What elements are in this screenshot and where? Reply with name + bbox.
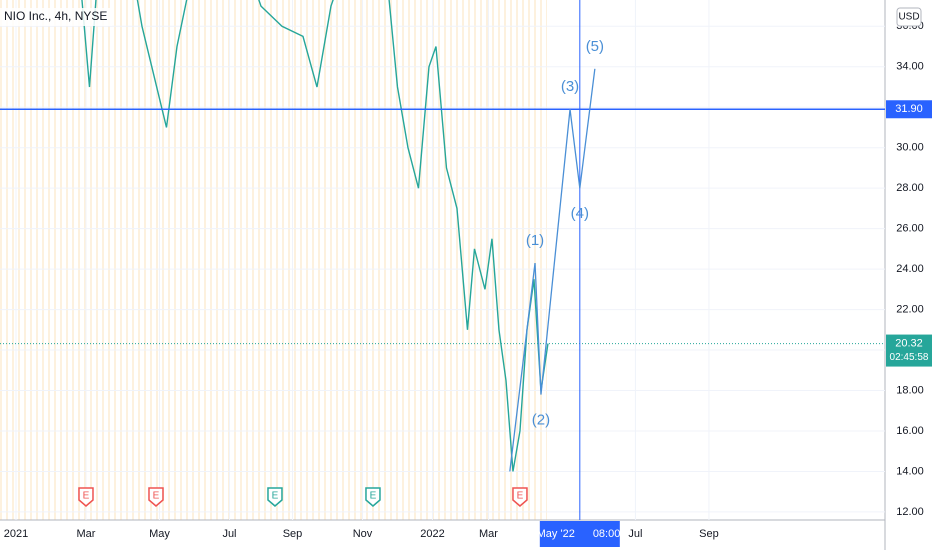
wave-path bbox=[509, 68, 596, 472]
earnings-marker bbox=[365, 487, 381, 507]
earnings-label: E bbox=[83, 491, 90, 502]
y-tick-label: 28.00 bbox=[896, 182, 924, 194]
cursor-tag bbox=[539, 521, 620, 547]
x-tick-label: Nov bbox=[353, 528, 373, 540]
y-tick-label: 16.00 bbox=[896, 425, 924, 437]
earnings-marker bbox=[148, 487, 164, 507]
last-price-tag bbox=[886, 334, 932, 367]
y-tick-label: 12.00 bbox=[896, 506, 924, 518]
earnings-marker bbox=[512, 487, 528, 507]
y-tick-label: 18.00 bbox=[896, 384, 924, 396]
title-bg bbox=[0, 8, 112, 26]
x-tick-label: Jul bbox=[628, 528, 642, 540]
earnings-marker bbox=[267, 487, 283, 507]
y-tick-label: 14.00 bbox=[896, 465, 924, 477]
level-tag bbox=[886, 100, 932, 119]
currency-button[interactable] bbox=[896, 7, 922, 27]
level-label: 31.90 bbox=[895, 103, 923, 115]
wave-label: (4) bbox=[571, 205, 589, 222]
y-tick-label: 34.00 bbox=[896, 61, 924, 73]
y-tick-label: 30.00 bbox=[896, 142, 924, 154]
wave-label: (3) bbox=[561, 78, 579, 95]
session-shading bbox=[0, 0, 547, 520]
y-tick-label: 24.00 bbox=[896, 263, 924, 275]
earnings-marker bbox=[78, 487, 94, 507]
wave-label: (1) bbox=[526, 232, 544, 249]
x-tick-label: 2022 bbox=[420, 528, 444, 540]
wave-label: (5) bbox=[586, 38, 604, 55]
earnings-label: E bbox=[153, 491, 160, 502]
x-tick-label: Mar bbox=[479, 528, 498, 540]
last-price-label: 20.32 bbox=[895, 337, 923, 349]
chart-title: NIO Inc., 4h, NYSE bbox=[4, 9, 107, 23]
currency[interactable]: USD bbox=[898, 12, 919, 23]
earnings-label: E bbox=[370, 491, 377, 502]
x-tick-label: Sep bbox=[699, 528, 719, 540]
countdown: 02:45:58 bbox=[890, 352, 929, 363]
earnings-label: E bbox=[517, 491, 524, 502]
wave-label: (2) bbox=[532, 412, 550, 429]
x-tick-label: 2021 bbox=[4, 528, 28, 540]
x-tick-label: May bbox=[149, 528, 170, 540]
earnings-label: E bbox=[272, 491, 279, 502]
cursor-date: 13 May '22 bbox=[521, 528, 574, 540]
price-line bbox=[81, 0, 549, 472]
y-tick-label: 26.00 bbox=[896, 223, 924, 235]
x-tick-label: Jul bbox=[222, 528, 236, 540]
x-tick-label: Mar bbox=[77, 528, 96, 540]
cursor-time: 08:00 bbox=[593, 528, 621, 540]
x-tick-label: Sep bbox=[283, 528, 303, 540]
y-tick-label: 22.00 bbox=[896, 303, 924, 315]
